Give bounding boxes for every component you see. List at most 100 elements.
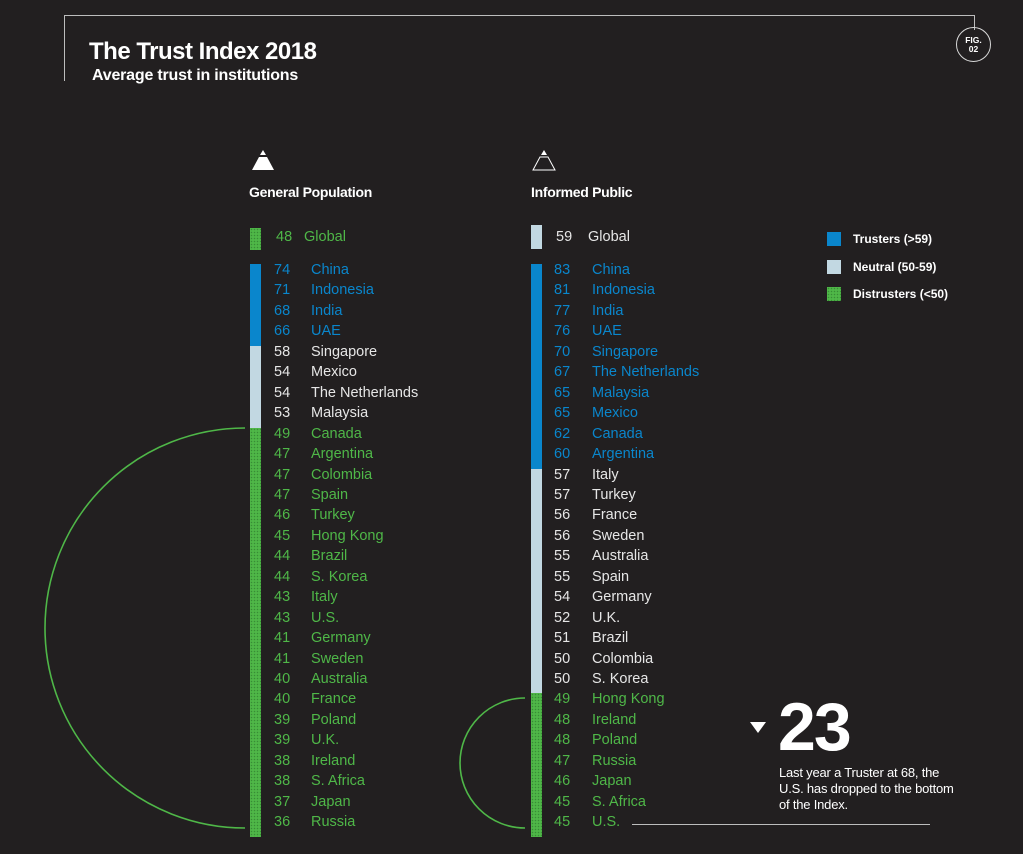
gp-global-label: Global — [304, 229, 346, 245]
row-value: 47 — [554, 752, 571, 769]
table-row: 65 Mexico — [554, 403, 638, 423]
row-value: 57 — [554, 466, 571, 483]
row-value: 44 — [274, 548, 291, 565]
row-label: UAE — [592, 323, 622, 340]
row-value: 77 — [554, 302, 571, 319]
row-label: India — [311, 302, 343, 319]
row-value: 71 — [274, 282, 291, 299]
row-label: Colombia — [592, 650, 654, 667]
row-value: 46 — [274, 507, 291, 524]
table-row: 55 Australia — [554, 546, 648, 566]
row-label: S. Africa — [592, 793, 646, 810]
row-value: 45 — [274, 527, 291, 544]
table-row: 45 U.S. — [554, 812, 620, 832]
table-row: 56 France — [554, 505, 637, 525]
table-row: 71 Indonesia — [274, 280, 374, 300]
row-label: Argentina — [311, 446, 374, 463]
ip-bar-distrusters — [531, 693, 542, 837]
table-row: 41 Sweden — [274, 649, 363, 669]
row-value: 52 — [554, 609, 571, 626]
table-row: 54 The Netherlands — [274, 383, 418, 403]
row-value: 70 — [554, 343, 571, 360]
table-row: 47 Argentina — [274, 444, 373, 464]
figure-badge: FIG. 02 — [956, 27, 991, 62]
table-row: 51 Brazil — [554, 628, 628, 648]
callout-pointer-line — [632, 824, 930, 825]
table-row: 77 India — [554, 301, 623, 321]
table-row: 36 Russia — [274, 812, 355, 832]
pyramid-solid-icon — [251, 149, 275, 176]
table-row: 53 Malaysia — [274, 403, 368, 423]
row-label: Ireland — [592, 711, 637, 728]
chart-title: The Trust Index 2018 — [89, 38, 317, 65]
row-value: 50 — [554, 671, 571, 687]
ip-global-label: Global — [588, 229, 630, 245]
legend-swatch-distrusters — [827, 287, 841, 301]
table-row: 44 S. Korea — [274, 567, 367, 587]
ip-bar-trusters — [531, 264, 542, 469]
table-row: 43 Italy — [274, 587, 338, 607]
row-value: 38 — [274, 752, 291, 769]
row-label: Canada — [311, 425, 362, 442]
row-value: 37 — [274, 793, 291, 810]
row-value: 49 — [274, 425, 291, 442]
ip-global-bar — [531, 225, 542, 249]
callout-text: Last year a Truster at 68, the U.S. has … — [779, 765, 954, 812]
row-label: Spain — [592, 568, 630, 585]
ip-global-value: 59 — [556, 229, 573, 245]
row-label: Mexico — [592, 405, 638, 422]
row-value: 43 — [274, 589, 291, 606]
table-row: 57 Turkey — [554, 485, 636, 505]
general-population-title: General Population — [249, 184, 372, 200]
row-label: Canada — [592, 425, 643, 442]
row-label: U.K. — [311, 732, 340, 749]
table-row: 58 Singapore — [274, 342, 377, 362]
table-row: 66 UAE — [274, 321, 341, 341]
row-label: Sweden — [311, 650, 364, 667]
row-label: S. Africa — [311, 773, 365, 790]
table-row: 38 Ireland — [274, 751, 355, 771]
row-label: Spain — [311, 486, 349, 503]
row-value: 74 — [274, 262, 291, 278]
table-row: 62 Canada — [554, 424, 643, 444]
table-row: 48 Ireland — [554, 710, 636, 730]
table-row: 74 China — [274, 260, 349, 280]
legend-swatch-trusters — [827, 232, 841, 246]
legend-item-distrusters: Distrusters (<50) — [827, 287, 948, 301]
callout-number: 23 — [778, 689, 852, 765]
row-value: 68 — [274, 302, 291, 319]
row-value: 51 — [554, 630, 571, 647]
table-row: 45 S. Africa — [554, 792, 646, 812]
row-label: Brazil — [592, 630, 629, 647]
legend-item-neutral: Neutral (50-59) — [827, 260, 936, 274]
table-row: 49 Canada — [274, 424, 362, 444]
table-row: 56 Sweden — [554, 526, 644, 546]
row-label: Indonesia — [311, 282, 374, 299]
row-value: 48 — [554, 711, 571, 728]
table-row: 47 Russia — [554, 751, 636, 771]
row-value: 48 — [554, 732, 571, 749]
table-row: 55 Spain — [554, 567, 629, 587]
row-label: S. Korea — [311, 568, 368, 585]
row-label: Ireland — [311, 752, 356, 769]
row-label: Japan — [592, 773, 632, 790]
legend-item-trusters: Trusters (>59) — [827, 232, 932, 246]
row-value: 40 — [274, 691, 291, 708]
row-label: France — [592, 507, 638, 524]
table-row: 45 Hong Kong — [274, 526, 384, 546]
gp-global-bar — [250, 228, 261, 250]
table-row: 46 Turkey — [274, 505, 355, 525]
row-label: U.K. — [592, 609, 621, 626]
row-label: China — [592, 262, 630, 278]
row-label: Poland — [592, 732, 638, 749]
row-label: France — [311, 691, 357, 708]
row-value: 45 — [554, 814, 571, 831]
row-value: 66 — [274, 323, 291, 340]
table-row: 48 Poland — [554, 730, 637, 750]
row-value: 53 — [274, 405, 291, 422]
gp-bar-distrusters — [250, 427, 261, 837]
table-row: 50 Colombia — [554, 649, 653, 669]
table-row: 57 Italy — [554, 465, 619, 485]
table-row: 47 Spain — [274, 485, 348, 505]
